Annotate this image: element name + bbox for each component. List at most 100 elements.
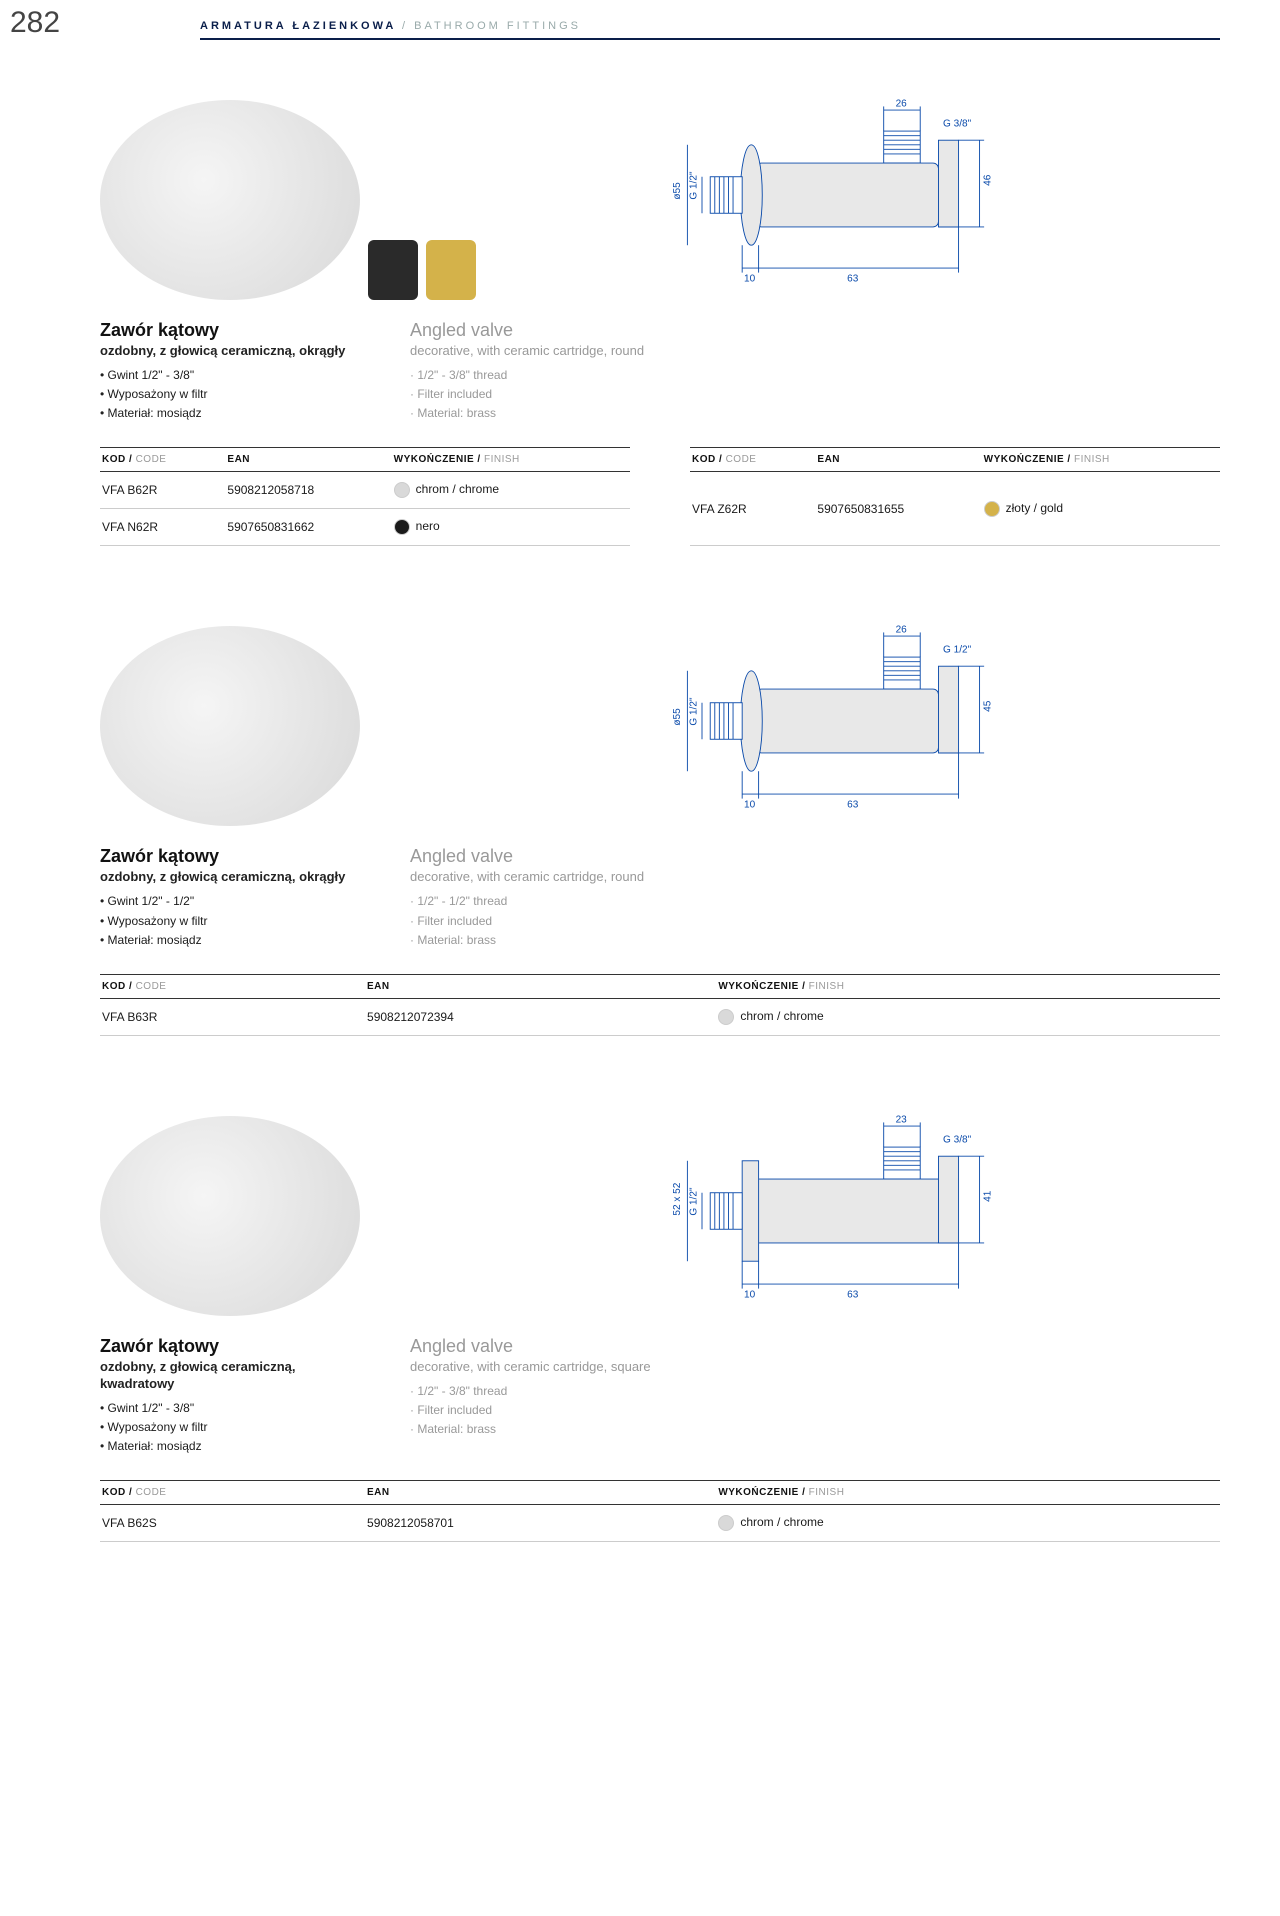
table-row: VFA N62R 5907650831662 nero xyxy=(100,509,630,546)
cell-finish: nero xyxy=(392,509,630,546)
tables-row: KOD / CODE EAN WYKOŃCZENIE / FINISH VFA … xyxy=(100,974,1220,1036)
subtitle-en: decorative, with ceramic cartridge, roun… xyxy=(410,343,680,360)
cell-code: VFA N62R xyxy=(100,509,225,546)
svg-text:G 1/2": G 1/2" xyxy=(689,171,700,200)
cell-ean: 5908212072394 xyxy=(365,998,716,1035)
bullet-pl: Gwint 1/2" - 1/2" xyxy=(100,892,370,911)
bullet-pl: Gwint 1/2" - 3/8" xyxy=(100,366,370,385)
product-block: 26 G 1/2" 45 ø55 G 1/2" 10 63 Zawór kąto… xyxy=(100,616,1220,1035)
spec-table: KOD / CODE EAN WYKOŃCZENIE / FINISH VFA … xyxy=(100,447,630,546)
svg-text:23: 23 xyxy=(896,1114,908,1125)
svg-text:45: 45 xyxy=(983,701,994,713)
table-row: VFA Z62R 5907650831655 złoty / gold xyxy=(690,472,1220,546)
product-photo xyxy=(100,1116,360,1316)
product-photo-area xyxy=(100,626,600,826)
subtitle-pl: ozdobny, z głowicą ceramiczną, okrągły xyxy=(100,343,370,360)
subtitle-en: decorative, with ceramic cartridge, roun… xyxy=(410,869,680,886)
bullets-en: 1/2" - 3/8" threadFilter includedMateria… xyxy=(410,366,680,424)
finish-swatch-icon xyxy=(984,501,1000,517)
table-row: VFA B62S 5908212058701 chrom / chrome xyxy=(100,1505,1220,1542)
product-block: 26 G 3/8" 46 ø55 G 1/2" 10 63 Zawór kąto… xyxy=(100,90,1220,546)
svg-text:G 1/2": G 1/2" xyxy=(943,645,972,656)
bullet-pl: Wyposażony w filtr xyxy=(100,385,370,404)
title-pl: Zawór kątowy xyxy=(100,320,370,341)
svg-text:G 1/2": G 1/2" xyxy=(689,1187,700,1216)
cell-code: VFA B63R xyxy=(100,998,365,1035)
cell-ean: 5908212058718 xyxy=(225,472,391,509)
bullet-pl: Materiał: mosiądz xyxy=(100,1437,370,1456)
cell-code: VFA Z62R xyxy=(690,472,815,546)
spec-table: KOD / CODE EAN WYKOŃCZENIE / FINISH VFA … xyxy=(100,1480,1220,1542)
col-finish: WYKOŃCZENIE / FINISH xyxy=(716,1481,1220,1505)
product-photo xyxy=(100,626,360,826)
title-en: Angled valve xyxy=(410,1336,680,1357)
bullets-en: 1/2" - 1/2" threadFilter includedMateria… xyxy=(410,892,680,950)
col-ean: EAN xyxy=(365,1481,716,1505)
subtitle-pl: ozdobny, z głowicą ceramiczną, kwadratow… xyxy=(100,1359,370,1393)
svg-text:ø55: ø55 xyxy=(672,182,683,200)
bullet-pl: Gwint 1/2" - 3/8" xyxy=(100,1399,370,1418)
svg-text:26: 26 xyxy=(896,98,908,109)
col-code: KOD / CODE xyxy=(100,1481,365,1505)
title-pl: Zawór kątowy xyxy=(100,1336,370,1357)
svg-text:10: 10 xyxy=(744,1290,756,1301)
technical-diagram: 26 G 3/8" 46 ø55 G 1/2" 10 63 xyxy=(640,90,1220,300)
subtitle-en: decorative, with ceramic cartridge, squa… xyxy=(410,1359,680,1376)
cell-code: VFA B62R xyxy=(100,472,225,509)
tables-row: KOD / CODE EAN WYKOŃCZENIE / FINISH VFA … xyxy=(100,1480,1220,1542)
col-finish: WYKOŃCZENIE / FINISH xyxy=(982,448,1220,472)
page-number: 282 xyxy=(10,6,60,40)
title-pl: Zawór kątowy xyxy=(100,846,370,867)
svg-text:63: 63 xyxy=(847,274,859,285)
bullet-en: Material: brass xyxy=(410,404,680,423)
svg-text:G 1/2": G 1/2" xyxy=(689,697,700,726)
variant-swatch xyxy=(368,240,418,300)
finish-swatch-icon xyxy=(394,519,410,535)
cell-ean: 5907650831655 xyxy=(815,472,981,546)
svg-text:ø55: ø55 xyxy=(672,708,683,726)
bullet-en: 1/2" - 3/8" thread xyxy=(410,1382,680,1401)
cell-finish: chrom / chrome xyxy=(716,1505,1220,1542)
header-en: BATHROOM FITTINGS xyxy=(414,20,581,32)
bullets-pl: Gwint 1/2" - 3/8"Wyposażony w filtrMater… xyxy=(100,366,370,424)
bullet-en: Filter included xyxy=(410,385,680,404)
title-en: Angled valve xyxy=(410,320,680,341)
spec-table: KOD / CODE EAN WYKOŃCZENIE / FINISH VFA … xyxy=(100,974,1220,1036)
cell-ean: 5908212058701 xyxy=(365,1505,716,1542)
page-header: ARMATURA ŁAZIENKOWA / BATHROOM FITTINGS xyxy=(200,20,1220,40)
bullet-en: Material: brass xyxy=(410,1420,680,1439)
product-block: 23 G 3/8" 41 52 x 52 G 1/2" 10 63 Zawór … xyxy=(100,1106,1220,1542)
col-finish: WYKOŃCZENIE / FINISH xyxy=(716,974,1220,998)
svg-text:26: 26 xyxy=(896,625,908,636)
technical-diagram: 26 G 1/2" 45 ø55 G 1/2" 10 63 xyxy=(640,616,1220,826)
svg-text:46: 46 xyxy=(983,174,994,186)
product-photo xyxy=(100,100,360,300)
header-pl: ARMATURA ŁAZIENKOWA xyxy=(200,20,396,32)
bullet-en: 1/2" - 3/8" thread xyxy=(410,366,680,385)
technical-diagram: 23 G 3/8" 41 52 x 52 G 1/2" 10 63 xyxy=(640,1106,1220,1316)
cell-finish: chrom / chrome xyxy=(392,472,630,509)
bullet-pl: Materiał: mosiądz xyxy=(100,404,370,423)
finish-swatch-icon xyxy=(718,1009,734,1025)
table-row: VFA B63R 5908212072394 chrom / chrome xyxy=(100,998,1220,1035)
bullets-en: 1/2" - 3/8" threadFilter includedMateria… xyxy=(410,1382,680,1440)
title-en: Angled valve xyxy=(410,846,680,867)
cell-finish: chrom / chrome xyxy=(716,998,1220,1035)
variant-swatch xyxy=(426,240,476,300)
bullet-en: Filter included xyxy=(410,912,680,931)
col-code: KOD / CODE xyxy=(100,448,225,472)
subtitle-pl: ozdobny, z głowicą ceramiczną, okrągły xyxy=(100,869,370,886)
bullet-pl: Materiał: mosiądz xyxy=(100,931,370,950)
bullets-pl: Gwint 1/2" - 1/2"Wyposażony w filtrMater… xyxy=(100,892,370,950)
svg-text:63: 63 xyxy=(847,800,859,811)
svg-text:G 3/8": G 3/8" xyxy=(943,119,972,130)
bullet-en: Material: brass xyxy=(410,931,680,950)
finish-swatch-icon xyxy=(718,1515,734,1531)
col-ean: EAN xyxy=(365,974,716,998)
svg-text:10: 10 xyxy=(744,800,756,811)
bullet-en: 1/2" - 1/2" thread xyxy=(410,892,680,911)
bullet-pl: Wyposażony w filtr xyxy=(100,912,370,931)
product-photo-area xyxy=(100,1116,600,1316)
svg-text:52 x 52: 52 x 52 xyxy=(672,1182,683,1215)
svg-text:41: 41 xyxy=(983,1190,994,1202)
